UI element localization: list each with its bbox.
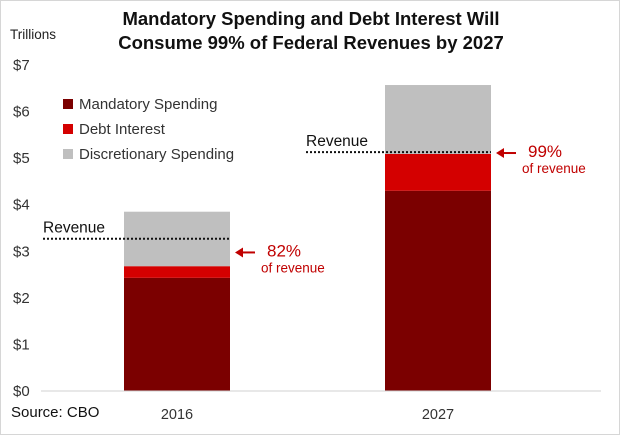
bar-debt-interest-2016 bbox=[124, 266, 230, 278]
legend-swatch bbox=[63, 124, 73, 134]
y-tick-label: $3 bbox=[13, 243, 30, 260]
chart-title-line-2: Consume 99% of Federal Revenues by 2027 bbox=[118, 32, 504, 53]
percent-of-revenue-label: 99% bbox=[528, 142, 562, 161]
bar-debt-interest-2027 bbox=[385, 153, 491, 191]
bar-discretionary-spending-2027 bbox=[385, 85, 491, 154]
legend-label: Mandatory Spending bbox=[79, 96, 217, 113]
x-tick-label: 2027 bbox=[422, 407, 454, 423]
x-tick-label: 2016 bbox=[161, 407, 193, 423]
y-tick-label: $5 bbox=[13, 150, 30, 167]
percent-of-revenue-caption: of revenue bbox=[522, 161, 586, 176]
bar-mandatory-spending-2016 bbox=[124, 277, 230, 391]
revenue-label: Revenue bbox=[43, 220, 105, 237]
arrow-head bbox=[235, 247, 243, 258]
y-tick-label: $7 bbox=[13, 57, 30, 74]
legend-swatch bbox=[63, 149, 73, 159]
revenue-label: Revenue bbox=[306, 133, 368, 150]
percent-of-revenue-label: 82% bbox=[267, 241, 301, 260]
chart-title: Mandatory Spending and Debt Interest Wil… bbox=[1, 7, 620, 55]
bar-mandatory-spending-2027 bbox=[385, 190, 491, 391]
y-tick-label: $0 bbox=[13, 383, 30, 400]
y-axis-label: Trillions bbox=[10, 27, 56, 42]
chart-title-line-1: Mandatory Spending and Debt Interest Wil… bbox=[122, 8, 500, 29]
y-tick-label: $2 bbox=[13, 290, 30, 307]
legend-swatch bbox=[63, 99, 73, 109]
percent-of-revenue-caption: of revenue bbox=[261, 260, 325, 275]
y-tick-label: $6 bbox=[13, 104, 30, 121]
source-note: Source: CBO bbox=[11, 404, 99, 421]
y-tick-label: $4 bbox=[13, 197, 30, 214]
legend-label: Discretionary Spending bbox=[79, 146, 234, 163]
y-tick-label: $1 bbox=[13, 336, 30, 353]
legend-label: Debt Interest bbox=[79, 121, 166, 138]
arrow-head bbox=[496, 148, 504, 159]
